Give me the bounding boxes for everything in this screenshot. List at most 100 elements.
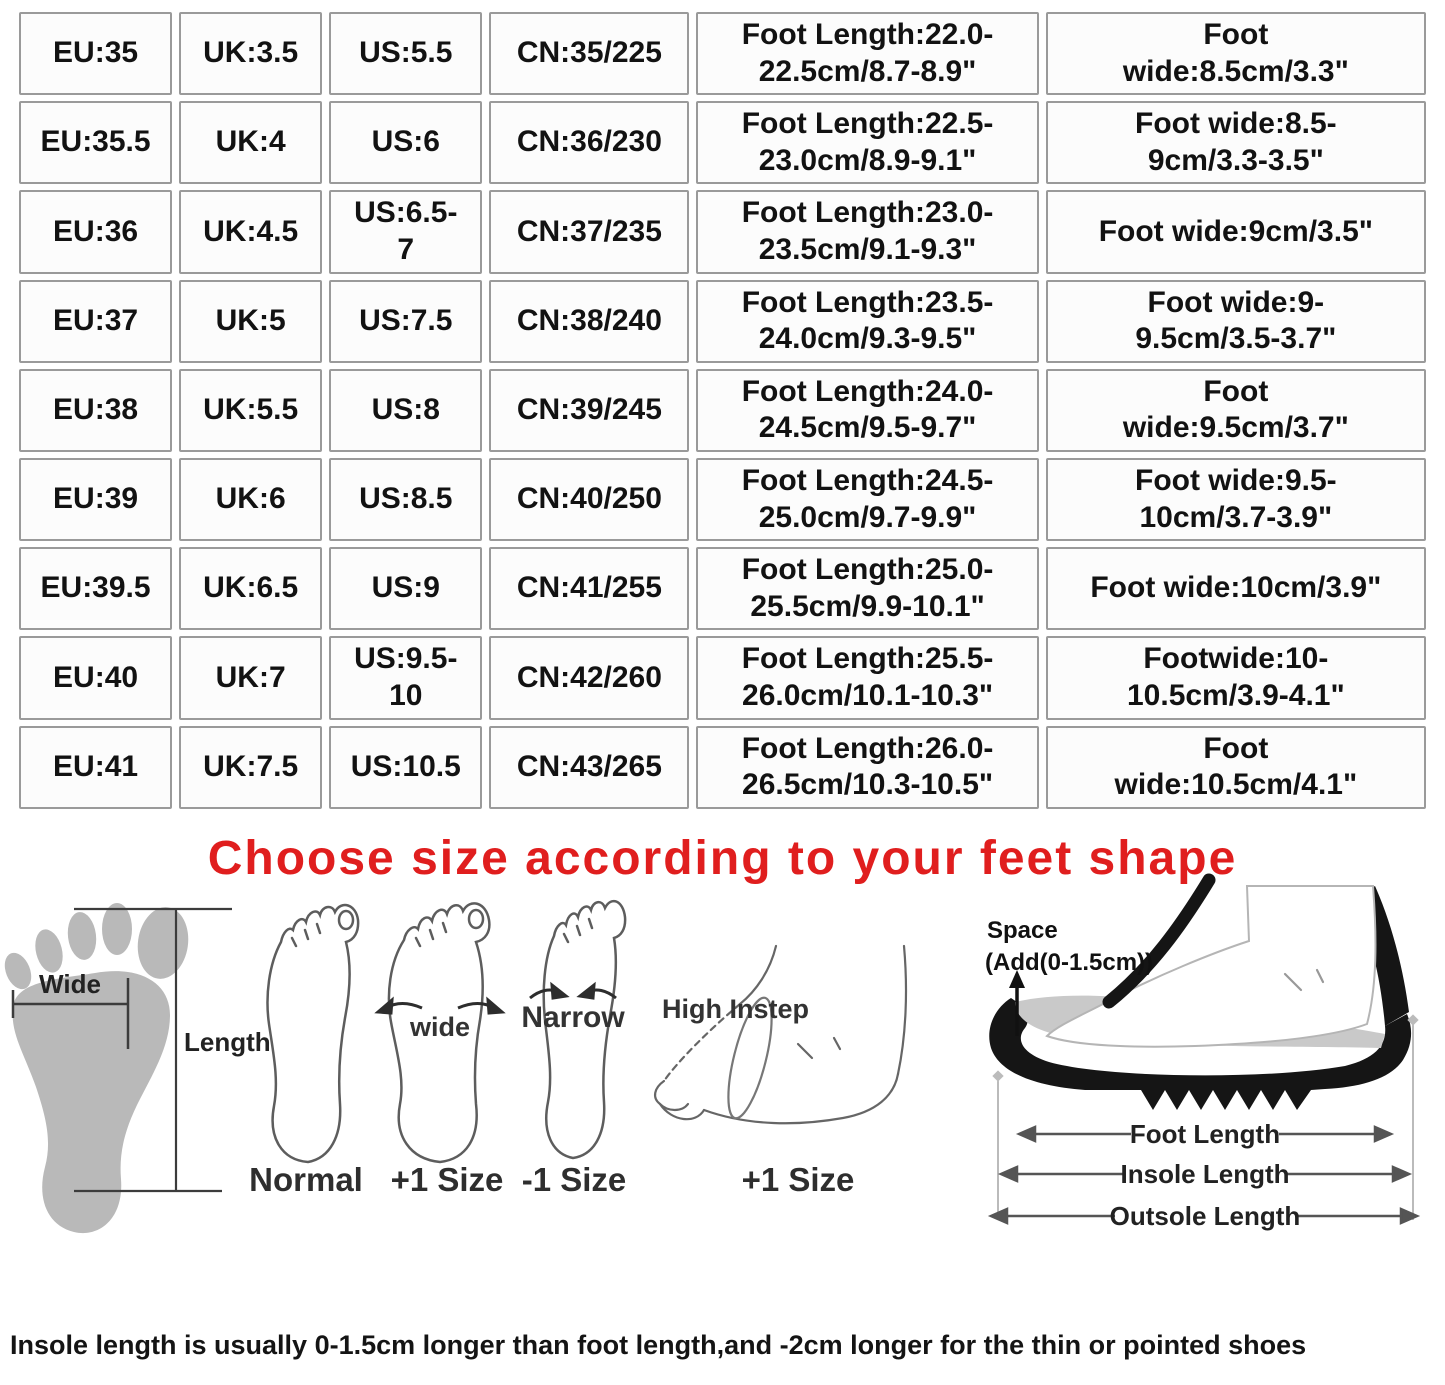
size-cell-foot_wide: Foot wide:9- 9.5cm/3.5-3.7"	[1045, 279, 1426, 363]
size-table-body: EU:35 UK:3.5 US:5.5 CN:35/225 Foot Length:22…	[19, 12, 1426, 809]
size-cell-cn: CN:42/260	[489, 636, 690, 720]
size-cell-eu: EU:38	[19, 368, 173, 452]
size-row: EU:41 UK:7.5 US:10.5 CN:43/265 Foot Length:2…	[19, 725, 1426, 809]
length-measurement	[74, 907, 232, 1192]
insole-note: Insole length is usually 0-1.5cm longer …	[10, 1330, 1307, 1360]
size-row: EU:35.5 UK:4 US:6 CN:36/230 Foot Length:22.5…	[19, 101, 1426, 185]
space-arrow	[1009, 969, 1025, 1036]
wide-arrows	[374, 996, 506, 1015]
size-cell-foot_wide: Footwide:10- 10.5cm/3.9-4.1"	[1045, 636, 1426, 720]
instep-plus-one-label: +1 Size	[741, 1160, 855, 1198]
size-cell-uk: UK:7	[179, 636, 323, 720]
narrow-arrows	[529, 981, 617, 1000]
size-cell-eu: EU:39	[19, 457, 173, 542]
feet-shape-diagrams: Wide Length	[0, 873, 1445, 1263]
size-row: EU:37 UK:5 US:7.5 CN:38/240 Foot Length:23.5…	[19, 279, 1426, 363]
size-cell-cn: CN:40/250	[489, 457, 690, 542]
size-cell-foot_length: Foot Length:24.5- 25.0cm/9.7-9.9"	[696, 457, 1039, 542]
size-cell-us: US:10.5	[329, 725, 483, 809]
size-cell-eu: EU:35.5	[19, 101, 173, 185]
size-row: EU:36 UK:4.5 US:6.5- 7 CN:37/235 Foot Length…	[19, 190, 1426, 274]
size-row: EU:39 UK:6 US:8.5 CN:40/250 Foot Length:24.5…	[19, 457, 1426, 542]
size-cell-cn: CN:36/230	[489, 101, 690, 185]
guide-marker-right	[1407, 1014, 1419, 1026]
size-cell-foot_wide: Foot wide:9.5cm/3.7"	[1045, 368, 1426, 452]
size-cell-us: US:9	[329, 547, 483, 631]
size-cell-cn: CN:41/255	[489, 547, 690, 631]
foot-length-label: Foot Length	[1130, 1119, 1280, 1149]
size-cell-us: US:6.5- 7	[329, 190, 483, 274]
measurement-guides	[997, 1019, 1414, 1220]
size-row: EU:40 UK:7 US:9.5- 10 CN:42/260 Foot Length:…	[19, 636, 1426, 720]
size-cell-eu: EU:39.5	[19, 547, 173, 631]
foot-length-arrow	[1015, 1124, 1395, 1143]
wide-foot-outline	[387, 901, 491, 1163]
size-cell-us: US:7.5	[329, 279, 483, 363]
size-row: EU:35 UK:3.5 US:5.5 CN:35/225 Foot Length:22…	[19, 12, 1426, 96]
size-row: EU:38 UK:5.5 US:8 CN:39/245 Foot Length:24.0…	[19, 368, 1426, 452]
size-cell-uk: UK:7.5	[179, 725, 323, 809]
narrow-minus-one-label: -1 Size	[521, 1160, 627, 1198]
size-cell-foot_length: Foot Length:25.5- 26.0cm/10.1-10.3"	[696, 636, 1039, 720]
wide-label: Wide	[39, 969, 101, 999]
size-chart-table: EU:35 UK:3.5 US:5.5 CN:35/225 Foot Length:22…	[12, 6, 1433, 815]
size-cell-eu: EU:36	[19, 190, 173, 274]
wide-plus-one-label: +1 Size	[390, 1160, 504, 1198]
size-cell-cn: CN:43/265	[489, 725, 690, 809]
size-cell-eu: EU:37	[19, 279, 173, 363]
size-cell-foot_length: Foot Length:24.0- 24.5cm/9.5-9.7"	[696, 368, 1039, 452]
size-cell-foot_wide: Foot wide:10.5cm/4.1"	[1045, 725, 1426, 809]
wide-measurement	[11, 977, 130, 1049]
wide-foot-diagram: wide	[374, 901, 506, 1163]
size-cell-us: US:6	[329, 101, 483, 185]
size-cell-foot_wide: Foot wide:9.5- 10cm/3.7-3.9"	[1045, 457, 1426, 542]
size-cell-uk: UK:5.5	[179, 368, 323, 452]
size-cell-foot_length: Foot Length:25.0- 25.5cm/9.9-10.1"	[696, 547, 1039, 631]
normal-size-label: Normal	[249, 1160, 363, 1198]
space-label: Space	[987, 917, 1058, 944]
size-cell-uk: UK:5	[179, 279, 323, 363]
size-cell-uk: UK:4	[179, 101, 323, 185]
size-cell-foot_wide: Foot wide:8.5cm/3.3"	[1045, 12, 1426, 96]
size-cell-eu: EU:41	[19, 725, 173, 809]
outsole-length-label: Outsole Length	[1110, 1201, 1301, 1231]
narrow-foot-outline	[542, 899, 627, 1159]
size-cell-eu: EU:40	[19, 636, 173, 720]
size-cell-foot_length: Foot Length:22.5- 23.0cm/8.9-9.1"	[696, 101, 1039, 185]
page-title: Choose size according to your feet shape	[207, 831, 1238, 885]
insole-length-label: Insole Length	[1121, 1159, 1290, 1189]
footprint-shape	[4, 902, 189, 1233]
high-instep-diagram: High Instep	[654, 944, 908, 1125]
space-note: (Add(0-1.5cm))	[985, 949, 1153, 976]
length-label: Length	[184, 1027, 271, 1057]
size-row: EU:39.5 UK:6.5 US:9 CN:41/255 Foot Length:25…	[19, 547, 1426, 631]
size-cell-foot_wide: Foot wide:10cm/3.9"	[1045, 547, 1426, 631]
size-cell-foot_wide: Foot wide:9cm/3.5"	[1045, 190, 1426, 274]
size-cell-uk: UK:6	[179, 457, 323, 542]
narrow-note-label: Narrow	[521, 1001, 625, 1034]
size-cell-cn: CN:39/245	[489, 368, 690, 452]
size-cell-us: US:8.5	[329, 457, 483, 542]
size-cell-foot_length: Foot Length:23.0- 23.5cm/9.1-9.3"	[696, 190, 1039, 274]
size-cell-cn: CN:38/240	[489, 279, 690, 363]
shoe-cross-section-diagram: Space (Add(0-1.5cm)) Foot Length Insole …	[985, 873, 1421, 1231]
insole-length-arrow	[997, 1164, 1413, 1183]
high-instep-outline	[654, 944, 908, 1125]
size-cell-eu: EU:35	[19, 12, 173, 96]
size-cell-foot_length: Foot Length:26.0- 26.5cm/10.3-10.5"	[696, 725, 1039, 809]
outsole-length-arrow	[987, 1206, 1421, 1225]
size-cell-foot_length: Foot Length:23.5- 24.0cm/9.3-9.5"	[696, 279, 1039, 363]
size-cell-us: US:9.5- 10	[329, 636, 483, 720]
size-cell-cn: CN:35/225	[489, 12, 690, 96]
size-cell-uk: UK:4.5	[179, 190, 323, 274]
size-cell-foot_length: Foot Length:22.0- 22.5cm/8.7-8.9"	[696, 12, 1039, 96]
size-cell-us: US:5.5	[329, 12, 483, 96]
guide-marker-left	[992, 1070, 1004, 1082]
size-cell-uk: UK:3.5	[179, 12, 323, 96]
size-table-section: EU:35 UK:3.5 US:5.5 CN:35/225 Foot Length:22…	[12, 6, 1433, 815]
narrow-foot-diagram: Narrow	[521, 899, 627, 1159]
normal-foot-diagram	[266, 903, 360, 1163]
size-cell-us: US:8	[329, 368, 483, 452]
size-cell-uk: UK:6.5	[179, 547, 323, 631]
